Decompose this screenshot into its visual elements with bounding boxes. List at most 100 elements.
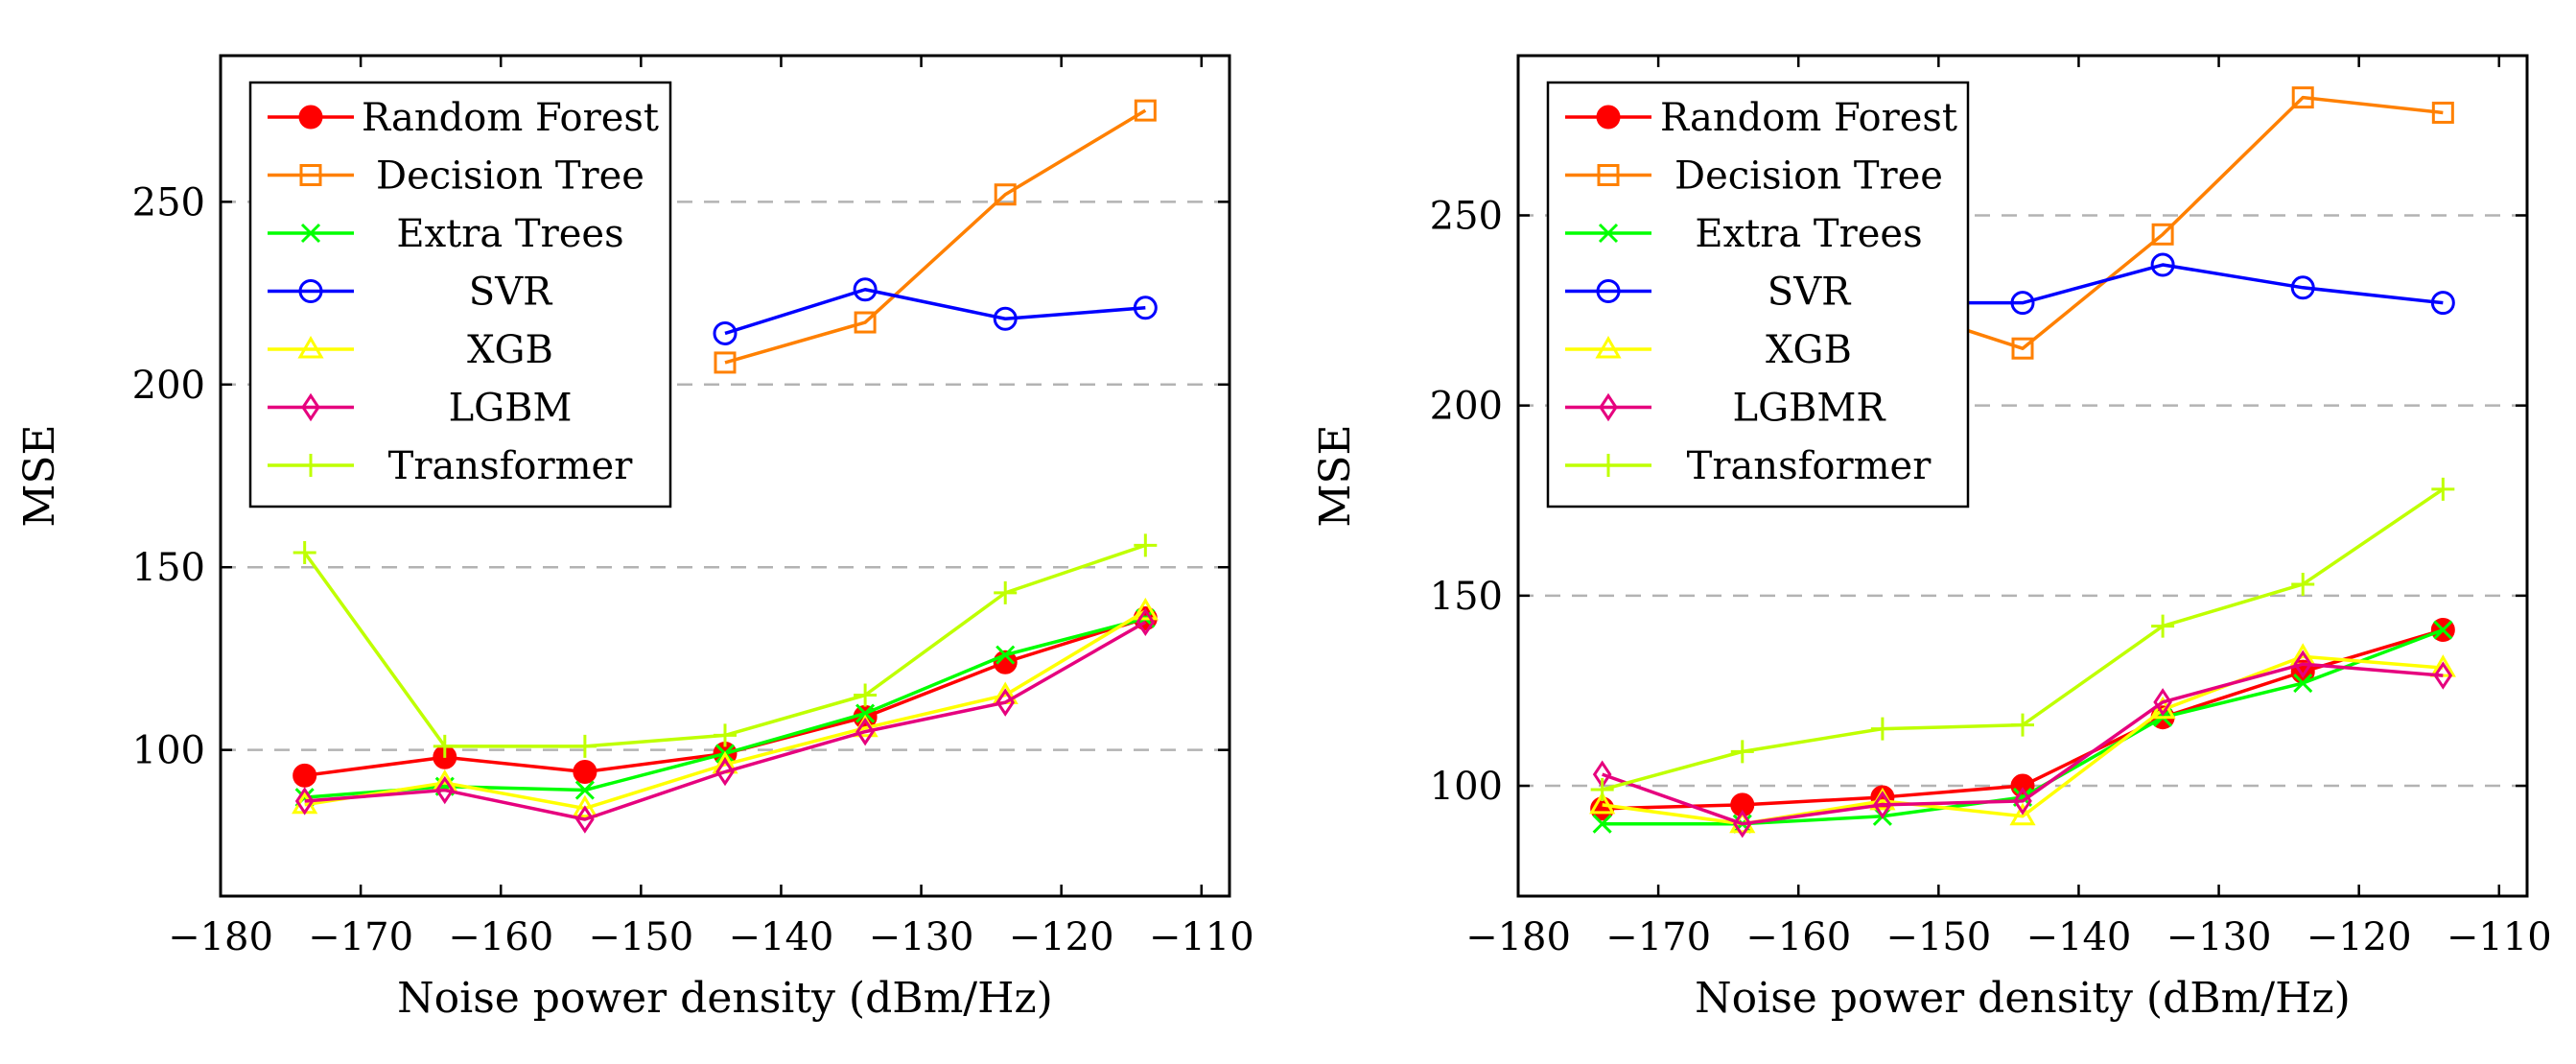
data-point-transformer: [2431, 477, 2455, 501]
data-point-xgb: [2429, 654, 2456, 677]
legend-label-svr: SVR: [469, 271, 553, 315]
legend-label-lgbm: LGBM: [449, 387, 573, 431]
series-line-lgbm: [304, 620, 1147, 821]
legend-label-svr: SVR: [1768, 271, 1852, 315]
data-point-xgb: [1132, 597, 1159, 621]
legend-label-lgbmr: LGBMR: [1733, 387, 1887, 431]
y-tick-label: 150: [132, 546, 205, 590]
legend-marker-decision-tree: [1597, 164, 1620, 186]
data-point-transformer: [573, 734, 597, 758]
y-tick-label: 150: [1430, 575, 1503, 619]
data-point-decision-tree: [994, 183, 1017, 206]
x-tick-label: −140: [2026, 915, 2132, 959]
y-tick-label: 250: [1430, 194, 1503, 238]
legend-marker-extra-trees: [300, 223, 321, 244]
data-point-transformer: [994, 580, 1018, 604]
legend-marker-transformer: [1597, 454, 1620, 477]
data-point-xgb: [572, 794, 598, 818]
data-point-lgbmr: [1873, 791, 1892, 819]
series-line-xgb: [304, 609, 1147, 811]
data-point-decision-tree: [2151, 223, 2174, 246]
x-tick-label: −110: [1149, 915, 1254, 959]
chart-1: −180 −170 −160 −150 −140 −130 −120 −110 100 150 20…: [15, 54, 1254, 1023]
legend-label-transformer: Transformer: [1687, 444, 1932, 488]
chart-2: −180 −170 −160 −150 −140 −130 −120 −110 100 150 20…: [1311, 54, 2552, 1023]
data-point-lgbmr: [2433, 661, 2453, 690]
data-point-extra-trees: [855, 703, 876, 723]
data-point-lgbmr: [2293, 650, 2313, 678]
data-point-transformer: [1870, 717, 1894, 741]
data-point-lgbm: [575, 805, 595, 834]
legend-label-extra-trees: Extra Trees: [1695, 212, 1922, 256]
legend-label-decision-tree: Decision Tree: [1674, 154, 1943, 199]
legend-marker-xgb: [297, 336, 324, 359]
y-tick-label: 200: [1430, 385, 1503, 429]
y-tick-label: 200: [132, 364, 205, 408]
data-point-transformer: [1730, 740, 1754, 764]
data-point-transformer: [1134, 533, 1158, 557]
data-point-decision-tree: [2431, 101, 2454, 124]
x-tick-label: −160: [448, 915, 553, 959]
data-point-transformer: [2151, 614, 2175, 638]
series-line-transformer: [1602, 487, 2445, 792]
data-point-xgb: [1589, 791, 1616, 815]
data-point-svr: [2290, 275, 2315, 300]
x-tick-label: −130: [2166, 915, 2272, 959]
y-axis-title: MSE: [15, 424, 64, 527]
series-line-lgbmr: [1602, 662, 2444, 826]
data-point-lgbmr: [2013, 787, 2032, 816]
y-tick-label: 100: [1430, 765, 1503, 809]
legend-marker-decision-tree: [299, 164, 322, 186]
data-point-transformer: [714, 723, 737, 747]
series-line-transformer: [303, 543, 1146, 748]
legend-marker-xgb: [1595, 336, 1622, 359]
x-tick-label: −120: [2307, 915, 2412, 959]
x-tick-label: −180: [1465, 915, 1571, 959]
data-point-decision-tree: [854, 311, 877, 334]
legend-box: [1546, 81, 1970, 508]
data-point-extra-trees: [2433, 620, 2453, 640]
series-line-decision-tree: [1882, 95, 2444, 350]
data-point-decision-tree: [2011, 337, 2034, 360]
data-point-extra-trees: [995, 645, 1016, 665]
data-point-svr: [2430, 291, 2455, 316]
data-point-lgbm: [294, 787, 315, 816]
series-layer: [292, 99, 1159, 834]
plot-frame: [219, 54, 1231, 898]
data-point-decision-tree: [1134, 99, 1157, 122]
legend-marker-transformer: [299, 454, 322, 477]
data-point-transformer: [2291, 572, 2315, 596]
data-point-svr: [993, 306, 1018, 331]
legend-marker-extra-trees: [1598, 223, 1619, 244]
data-point-extra-trees: [1592, 814, 1612, 834]
data-point-lgbm: [715, 757, 735, 787]
series-layer: [1589, 86, 2456, 839]
legend-marker-lgbm: [301, 392, 320, 422]
legend-box: [248, 81, 672, 508]
data-point-extra-trees: [574, 780, 595, 800]
legend: Random Forest Decision Tree Extra Trees SVR…: [1546, 81, 1970, 508]
data-point-decision-tree: [2291, 86, 2314, 109]
data-point-transformer: [854, 683, 878, 707]
data-point-svr: [853, 277, 878, 302]
data-point-svr: [713, 320, 738, 345]
data-point-svr: [2010, 291, 2035, 316]
legend-marker-svr: [298, 279, 323, 303]
legend-marker-svr: [1596, 279, 1621, 303]
x-tick-label: −150: [588, 915, 693, 959]
y-tick-label: 100: [132, 729, 205, 773]
x-axis-title: Noise power density (dBm/Hz): [1695, 974, 2351, 1023]
data-point-xgb: [2009, 802, 2036, 826]
data-point-lgbm: [434, 775, 455, 805]
x-tick-label: −160: [1745, 915, 1851, 959]
data-point-lgbm: [995, 688, 1016, 717]
legend-label-random-forest: Random Forest: [1660, 96, 1957, 140]
legend-label-random-forest: Random Forest: [362, 96, 659, 140]
data-point-svr: [2150, 252, 2175, 277]
x-tick-label: −150: [1885, 915, 1991, 959]
legend-label-decision-tree: Decision Tree: [376, 154, 644, 199]
series-line-svr: [1882, 263, 2444, 305]
data-point-transformer: [433, 734, 457, 758]
